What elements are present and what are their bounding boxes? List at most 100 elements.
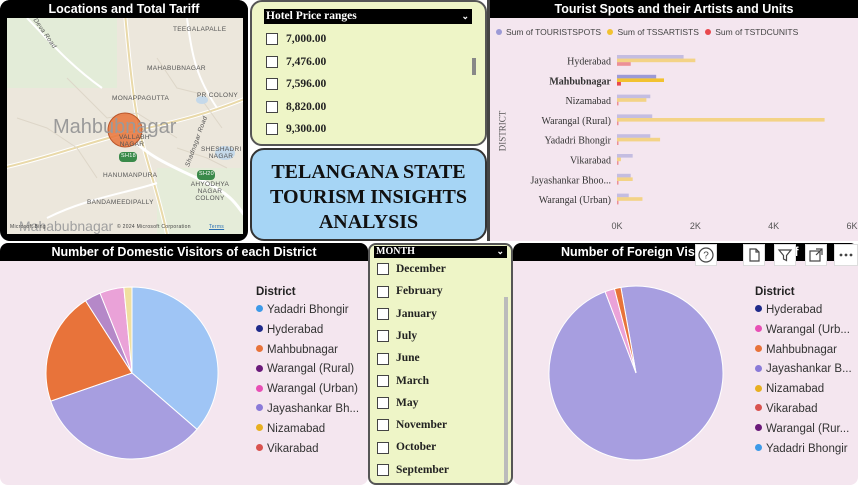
- domestic-legend-item[interactable]: Jayashankar Bh...: [256, 403, 359, 415]
- spots-bar[interactable]: [617, 157, 621, 162]
- checkbox[interactable]: [377, 263, 389, 276]
- foreign-legend-item[interactable]: Jayashankar B...: [755, 363, 852, 375]
- month-option[interactable]: July: [377, 330, 417, 343]
- focus-mode-icon[interactable]: [805, 244, 827, 266]
- spots-bar[interactable]: [617, 161, 619, 165]
- spots-bar[interactable]: [617, 58, 696, 63]
- checkbox[interactable]: [377, 352, 389, 365]
- pie-slice[interactable]: [131, 286, 219, 431]
- checkbox[interactable]: [377, 307, 389, 320]
- hotel-price-option[interactable]: 7,476.00: [266, 56, 326, 68]
- chevron-down-icon[interactable]: ⌄: [496, 246, 504, 256]
- legend-tstdcunits[interactable]: Sum of TSTDCUNITS: [715, 27, 799, 37]
- domestic-legend-item[interactable]: Vikarabad: [256, 443, 319, 455]
- pie-slice[interactable]: [45, 299, 133, 402]
- checkbox[interactable]: [377, 330, 389, 343]
- month-option[interactable]: February: [377, 285, 443, 298]
- domestic-visitors-chart[interactable]: Number of Domestic Visitors of each Dist…: [0, 243, 368, 485]
- pie-slice[interactable]: [123, 286, 133, 374]
- checkbox[interactable]: [266, 33, 278, 46]
- map-terms-link[interactable]: Terms: [209, 224, 225, 230]
- tariff-bubble[interactable]: [107, 112, 143, 148]
- checkbox[interactable]: [266, 55, 278, 68]
- map-area[interactable]: TEEGALAPALLE Deva Road MAHABUBNAGAR MONA…: [7, 18, 243, 234]
- help-icon[interactable]: ?: [695, 244, 717, 266]
- spots-bar[interactable]: [617, 114, 653, 118]
- spots-bar[interactable]: [617, 62, 631, 66]
- spots-bar[interactable]: [617, 101, 619, 106]
- foreign-legend-item[interactable]: Vikarabad: [755, 403, 818, 415]
- hotel-price-option[interactable]: 7,596.00: [266, 78, 326, 91]
- spots-bar[interactable]: [617, 200, 619, 205]
- month-slicer-header[interactable]: MONTH ⌄: [374, 246, 507, 258]
- spots-bar[interactable]: [617, 134, 651, 138]
- legend-tssartists[interactable]: Sum of TSSARTISTS: [617, 27, 699, 37]
- hotel-price-option[interactable]: 8,820.00: [266, 101, 326, 113]
- foreign-legend-item[interactable]: Mahbubnagar: [755, 344, 837, 356]
- checkbox[interactable]: [266, 100, 278, 113]
- month-option[interactable]: January: [377, 308, 437, 320]
- foreign-visitors-chart[interactable]: Number of Foreign Visi of District Hyder…: [513, 243, 858, 485]
- month-label: March: [396, 374, 430, 387]
- hotel-slicer-header[interactable]: Hotel Price ranges ⌄: [264, 9, 472, 24]
- checkbox[interactable]: [377, 397, 389, 410]
- foreign-legend-item[interactable]: Hyderabad: [755, 304, 822, 316]
- map-label-mahbubnagar-city: Mahbubnagar: [53, 116, 177, 138]
- spots-bar[interactable]: [617, 94, 651, 99]
- checkbox[interactable]: [377, 441, 389, 454]
- spots-bar[interactable]: [617, 137, 661, 142]
- foreign-legend-item[interactable]: Warangal (Rur...: [755, 423, 849, 435]
- spots-bar[interactable]: [617, 197, 643, 201]
- month-option[interactable]: December: [377, 263, 446, 276]
- more-options-icon[interactable]: [834, 244, 858, 266]
- spots-bar[interactable]: [617, 82, 621, 86]
- hotel-scrollbar[interactable]: [472, 58, 476, 75]
- month-slicer-title: MONTH: [376, 246, 415, 257]
- foreign-legend-item[interactable]: Nizamabad: [755, 383, 824, 395]
- filter-icon[interactable]: [774, 244, 796, 266]
- pie-slice[interactable]: [50, 372, 198, 460]
- pie-slice[interactable]: [613, 286, 637, 374]
- domestic-legend-item[interactable]: Mahbubnagar: [256, 344, 338, 356]
- domestic-legend-item[interactable]: Nizamabad: [256, 423, 325, 435]
- domestic-legend-item[interactable]: Yadadri Bhongir: [256, 304, 349, 316]
- month-option[interactable]: October: [377, 441, 437, 454]
- month-label: October: [396, 441, 437, 454]
- domestic-legend-item[interactable]: Hyderabad: [256, 324, 323, 336]
- foreign-legend-item[interactable]: Yadadri Bhongir: [755, 443, 848, 455]
- domestic-legend-item[interactable]: Warangal (Rural): [256, 363, 354, 375]
- checkbox[interactable]: [266, 123, 278, 136]
- hotel-price-option[interactable]: 7,000.00: [266, 33, 326, 46]
- spots-bar[interactable]: [617, 173, 631, 178]
- spots-bar[interactable]: [617, 141, 619, 145]
- chevron-down-icon[interactable]: ⌄: [461, 11, 469, 21]
- spots-bar[interactable]: [617, 154, 633, 158]
- spots-bar[interactable]: [617, 118, 825, 122]
- checkbox[interactable]: [377, 285, 389, 298]
- month-option[interactable]: September: [377, 464, 449, 477]
- legend-touristspots[interactable]: Sum of TOURISTSPOTS: [506, 27, 602, 37]
- checkbox[interactable]: [377, 464, 389, 477]
- spots-bar[interactable]: [617, 55, 684, 59]
- checkbox[interactable]: [377, 419, 389, 432]
- checkbox[interactable]: [266, 78, 278, 91]
- month-scrollbar[interactable]: [504, 297, 508, 483]
- month-slicer: MONTH ⌄ December February January July June M…: [368, 243, 513, 485]
- spots-bar[interactable]: [617, 78, 664, 82]
- month-option[interactable]: May: [377, 397, 418, 410]
- spots-bar[interactable]: [617, 121, 619, 126]
- foreign-legend-item[interactable]: Warangal (Urb...: [755, 324, 850, 336]
- checkbox[interactable]: [377, 374, 389, 387]
- month-option[interactable]: June: [377, 352, 420, 365]
- copy-icon[interactable]: [743, 244, 765, 266]
- spots-bar[interactable]: [617, 181, 619, 185]
- hotel-price-option[interactable]: 9,300.00: [266, 123, 326, 136]
- spots-bar[interactable]: [617, 193, 629, 198]
- tourist-spots-chart[interactable]: Tourist Spots and their Artists and Unit…: [487, 0, 858, 241]
- month-option[interactable]: November: [377, 419, 447, 432]
- spots-bar[interactable]: [617, 74, 657, 79]
- month-option[interactable]: March: [377, 375, 429, 387]
- spots-bar[interactable]: [617, 98, 647, 102]
- spots-bar[interactable]: [617, 177, 633, 181]
- domestic-legend-item[interactable]: Warangal (Urban): [256, 383, 358, 395]
